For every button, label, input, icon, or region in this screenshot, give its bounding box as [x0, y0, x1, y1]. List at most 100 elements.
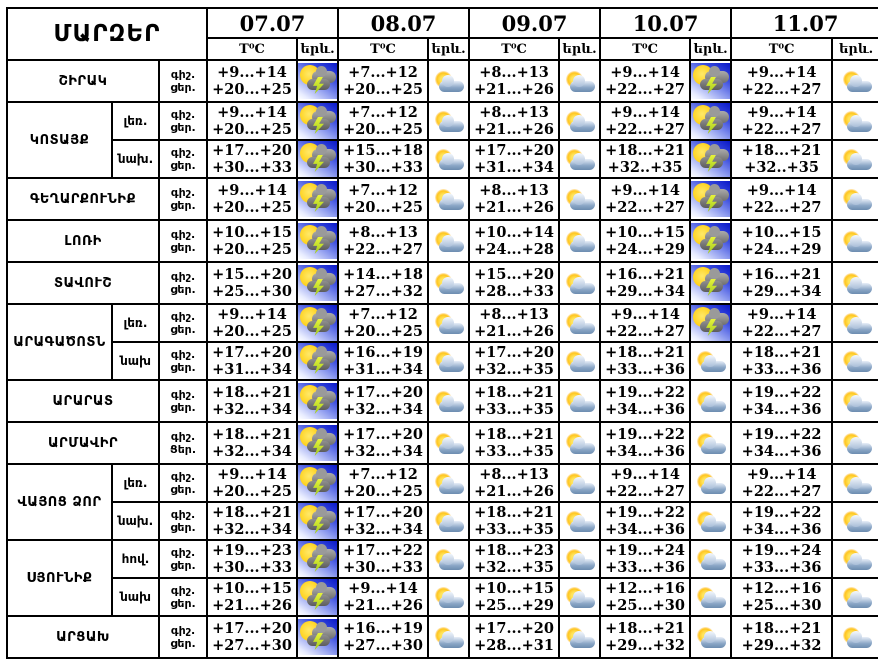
- sun-behind-cloud-icon: [694, 350, 727, 372]
- cloud-icon: [701, 394, 727, 412]
- sun-behind-cloud-icon: [563, 390, 596, 412]
- weather-icon-cell: [296, 615, 340, 659]
- date-header: 08.07: [337, 7, 471, 39]
- cloud-icon: [439, 152, 465, 170]
- sun-behind-cloud-icon: [840, 110, 873, 132]
- thunderstorm-icon: [692, 306, 730, 340]
- cloud-icon: [846, 476, 872, 494]
- zone-cell: նախ.: [111, 501, 160, 541]
- sun-behind-cloud-icon: [432, 148, 465, 170]
- lightning-icon: [706, 279, 718, 296]
- time-of-day-cell: գիշ. ցեր.: [157, 501, 209, 541]
- day-label: ցեր.: [170, 199, 196, 212]
- weather-icon-cell: [427, 219, 471, 263]
- sun-behind-cloud-icon: [563, 626, 596, 648]
- weather-icon-cell: [558, 463, 602, 503]
- weather-icon-cell: [831, 501, 878, 541]
- lightning-icon: [313, 397, 325, 414]
- weather-icon-cell: [831, 463, 878, 503]
- cloud-icon: [439, 514, 465, 532]
- zone-cell: լեռ.: [111, 101, 160, 141]
- table-row: ԱՐՄԱՎԻՐ գիշ. Ցեր. +18...+21 +32...+34 +17.…: [6, 421, 878, 465]
- cloud-icon: [846, 316, 872, 334]
- thunderstorm-icon: [692, 223, 730, 259]
- region-cell: ԼՈՌԻ: [6, 219, 160, 263]
- weather-icon-cell: [427, 615, 471, 659]
- sun-behind-cloud-icon: [563, 272, 596, 294]
- temp-cell: +12...+16 +25...+30: [599, 577, 692, 617]
- weather-icon-cell: [831, 615, 878, 659]
- table-row: նախ. գիշ. ցեր. +18...+21 +32...+34 +17...+…: [7, 501, 878, 541]
- weather-icon-cell: [689, 341, 733, 381]
- weather-icon-cell: [831, 139, 878, 179]
- temp-cell: +17...+20 +32...+34: [337, 421, 430, 465]
- weather-icon-cell: [296, 421, 340, 465]
- cloud-icon: [439, 276, 465, 294]
- cloud-icon: [570, 394, 596, 412]
- weather-icon-cell: [689, 303, 733, 343]
- day-label: ցեր.: [170, 361, 196, 374]
- temp-cell: +18...+21 +33...+36: [599, 341, 692, 381]
- temp-cell: +9...+14 +22...+27: [599, 101, 692, 141]
- thunderstorm-icon: [299, 383, 337, 419]
- night-label: գիշ.: [170, 67, 196, 81]
- temp-cell: +7...+12 +20...+25: [337, 101, 430, 141]
- temp-cell: +9...+14 +21...+26: [337, 577, 430, 617]
- weather-icon-cell: [558, 379, 602, 423]
- night-label: գիշ.: [170, 309, 196, 323]
- cloud-icon: [439, 114, 465, 132]
- zone-cell: լեռ.: [111, 303, 160, 343]
- sun-behind-cloud-icon: [432, 626, 465, 648]
- cloud-icon: [846, 152, 872, 170]
- temp-header: T⁰C: [337, 37, 430, 61]
- temp-cell: +17...+20 +32...+34: [337, 501, 430, 541]
- weather-icon-cell: [831, 59, 878, 103]
- night-label: գիշ.: [170, 507, 196, 521]
- cloud-icon: [439, 74, 465, 92]
- sun-behind-cloud-icon: [432, 70, 465, 92]
- night-label: գիշ.: [170, 387, 196, 401]
- sun-behind-cloud-icon: [694, 510, 727, 532]
- thunderstorm-icon: [299, 104, 337, 138]
- cloud-icon: [570, 114, 596, 132]
- cloud-icon: [846, 630, 872, 648]
- lightning-icon: [313, 237, 325, 254]
- temp-cell: +8...+13 +22...+27: [337, 219, 430, 263]
- sun-behind-cloud-icon: [840, 510, 873, 532]
- weather-icon-cell: [831, 219, 878, 263]
- lightning-icon: [313, 593, 325, 610]
- zone-cell: լեռ.: [111, 463, 160, 503]
- temp-header: T⁰C: [206, 37, 299, 61]
- lightning-icon: [706, 117, 718, 134]
- temp-cell: +7...+12 +20...+25: [337, 303, 430, 343]
- sun-behind-cloud-icon: [563, 70, 596, 92]
- temp-cell: +7...+12 +20...+25: [337, 463, 430, 503]
- day-label: ցեր.: [170, 597, 196, 610]
- temp-cell: +18...+21 +33...+35: [468, 379, 561, 423]
- thunderstorm-icon: [299, 619, 337, 655]
- temp-cell: +19...+23 +30...+33: [206, 539, 299, 579]
- weather-icon-cell: [831, 341, 878, 381]
- date-header: 09.07: [468, 7, 602, 39]
- sun-behind-cloud-icon: [840, 548, 873, 570]
- weather-icon-cell: [427, 59, 471, 103]
- temp-cell: +8...+13 +21...+26: [468, 101, 561, 141]
- sun-behind-cloud-icon: [432, 230, 465, 252]
- temp-cell: +18...+21 +29...+32: [599, 615, 692, 659]
- temp-cell: +9...+14 +22...+27: [730, 59, 834, 103]
- thunderstorm-icon: [692, 142, 730, 176]
- weather-icon-cell: [689, 139, 733, 179]
- lightning-icon: [706, 237, 718, 254]
- thunderstorm-icon: [692, 181, 730, 217]
- condition-header: երև.: [296, 37, 340, 61]
- sun-behind-cloud-icon: [432, 548, 465, 570]
- sun-behind-cloud-icon: [563, 472, 596, 494]
- day-label: ցեր.: [170, 483, 196, 496]
- weather-icon-cell: [689, 219, 733, 263]
- sun-behind-cloud-icon: [694, 626, 727, 648]
- weather-icon-cell: [689, 539, 733, 579]
- time-of-day-cell: գիշ. ցեր.: [157, 59, 209, 103]
- weather-icon-cell: [689, 463, 733, 503]
- weather-icon-cell: [296, 539, 340, 579]
